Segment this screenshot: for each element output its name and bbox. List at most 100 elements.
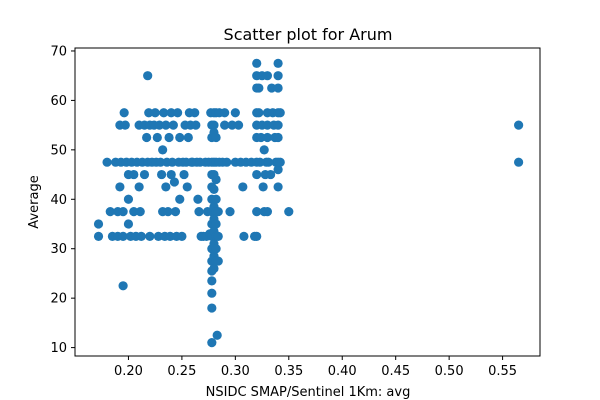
data-point-148 (238, 182, 248, 192)
data-point-106 (207, 276, 217, 286)
data-point-84 (194, 207, 204, 217)
data-point-46 (155, 157, 166, 167)
data-point-69 (177, 231, 187, 241)
data-point-149 (239, 231, 249, 241)
data-point-141 (222, 157, 232, 167)
data-point-33 (142, 132, 152, 143)
data-point-178 (262, 207, 273, 217)
data-point-132 (212, 330, 222, 340)
data-point-115 (209, 184, 219, 194)
data-point-181 (267, 83, 277, 93)
data-point-55 (163, 207, 173, 217)
data-point-2 (102, 157, 112, 167)
data-point-161 (252, 207, 262, 217)
data-point-160 (252, 169, 262, 180)
data-point-134 (213, 231, 223, 241)
data-point-52 (161, 120, 171, 130)
data-point-48 (158, 145, 168, 155)
data-point-44 (153, 231, 163, 241)
data-point-109 (207, 338, 217, 348)
data-point-59 (166, 108, 176, 118)
data-point-38 (145, 231, 155, 241)
data-point-11 (118, 207, 128, 217)
data-point-133 (213, 207, 223, 217)
y-tick-label: 40 (50, 193, 67, 208)
data-point-190 (273, 120, 283, 130)
data-point-63 (170, 207, 181, 217)
data-point-179 (263, 157, 274, 167)
data-point-197 (284, 207, 294, 217)
data-point-163 (254, 83, 264, 93)
data-point-1 (93, 231, 104, 241)
data-point-58 (166, 169, 176, 180)
data-point-43 (152, 132, 162, 143)
data-point-153 (252, 58, 262, 68)
data-point-164 (254, 108, 264, 118)
data-point-23 (129, 207, 139, 217)
chart-title: Scatter plot for Arum (224, 25, 393, 44)
x-tick-label: 0.25 (167, 364, 196, 379)
data-point-191 (273, 132, 283, 143)
data-point-171 (259, 145, 269, 155)
data-point-123 (211, 132, 221, 143)
data-point-135 (213, 256, 223, 266)
data-point-162 (252, 231, 262, 241)
data-point-45 (154, 120, 165, 130)
data-point-177 (262, 132, 273, 143)
data-point-3 (105, 207, 115, 217)
points-layer (93, 58, 524, 348)
data-point-143 (227, 120, 237, 130)
x-axis-ticks: 0.20 0.25 0.30 0.35 0.40 0.45 0.50 0.55 (114, 356, 517, 379)
data-point-61 (168, 120, 178, 130)
data-point-27 (134, 182, 144, 192)
x-tick-label: 0.20 (114, 364, 143, 379)
data-point-67 (175, 194, 185, 204)
data-point-53 (161, 182, 171, 192)
data-point-111 (209, 120, 219, 130)
data-point-107 (207, 288, 217, 298)
data-point-14 (119, 108, 129, 118)
data-point-125 (211, 174, 221, 185)
x-tick-label: 0.40 (328, 364, 357, 379)
data-point-28 (135, 207, 145, 217)
data-point-130 (211, 244, 221, 254)
data-point-65 (173, 108, 183, 118)
plot-frame (74, 47, 541, 357)
data-point-169 (258, 182, 268, 192)
data-point-47 (156, 169, 167, 180)
data-point-35 (143, 71, 153, 81)
data-point-68 (175, 132, 185, 143)
data-point-19 (123, 219, 134, 229)
data-point-194 (273, 182, 283, 192)
data-point-12 (118, 231, 128, 241)
data-point-57 (165, 231, 175, 241)
data-point-195 (275, 108, 285, 118)
x-tick-label: 0.55 (488, 364, 517, 379)
data-point-74 (182, 182, 192, 192)
data-point-180 (266, 169, 276, 180)
data-point-22 (129, 169, 139, 180)
x-tick-label: 0.50 (435, 364, 464, 379)
data-point-15 (120, 120, 130, 130)
data-point-186 (273, 58, 283, 68)
y-axis-ticks: 10 20 30 40 50 60 70 (50, 44, 75, 356)
data-point-139 (220, 120, 230, 130)
data-point-56 (164, 132, 174, 143)
y-tick-label: 30 (50, 242, 67, 257)
y-tick-label: 20 (50, 292, 67, 307)
data-point-165 (255, 157, 265, 167)
y-tick-label: 50 (50, 143, 67, 158)
data-point-126 (211, 194, 221, 204)
y-tick-label: 10 (50, 341, 67, 356)
data-point-62 (169, 177, 180, 187)
data-point-83 (193, 194, 203, 204)
data-point-0 (93, 219, 104, 229)
data-point-174 (262, 71, 273, 81)
axes-layer (74, 47, 541, 357)
data-point-199 (514, 157, 524, 167)
data-point-31 (139, 169, 150, 180)
data-point-13 (118, 281, 128, 291)
data-point-198 (514, 120, 524, 130)
